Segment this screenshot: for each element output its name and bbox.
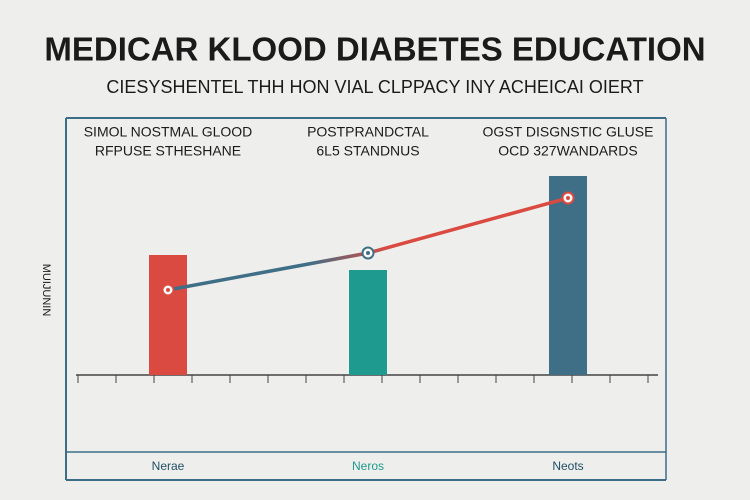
x-tick-label: Nerae bbox=[152, 459, 185, 473]
group-label: POSTPRANDCTAL bbox=[307, 124, 429, 140]
chart-title: MEDICAR KLOOD DIABETES EDUCATION bbox=[44, 31, 705, 68]
y-axis-label: MUIJUNIN bbox=[40, 264, 52, 317]
x-tick-label: Neots bbox=[552, 459, 583, 473]
line-point-dot bbox=[166, 288, 170, 292]
group-label: 6L5 STANDNUS bbox=[316, 143, 419, 159]
group-label: SIMOL NOSTMAL GLOOD bbox=[84, 124, 253, 140]
bar bbox=[149, 255, 187, 375]
x-tick-label: Neros bbox=[352, 459, 384, 473]
group-label: RFPUSE STHESHANE bbox=[95, 143, 241, 159]
line-point-dot bbox=[566, 196, 570, 200]
group-label: OCD 327WANDARDS bbox=[498, 143, 638, 159]
bar bbox=[549, 176, 587, 375]
chart-subtitle: CIESYSHENTEL THH HON VIAL CLPPACY INY AC… bbox=[106, 77, 643, 97]
group-label: OGST DISGNSTIC GLUSE bbox=[483, 124, 654, 140]
line-point-dot bbox=[366, 251, 370, 255]
bar bbox=[349, 270, 387, 375]
